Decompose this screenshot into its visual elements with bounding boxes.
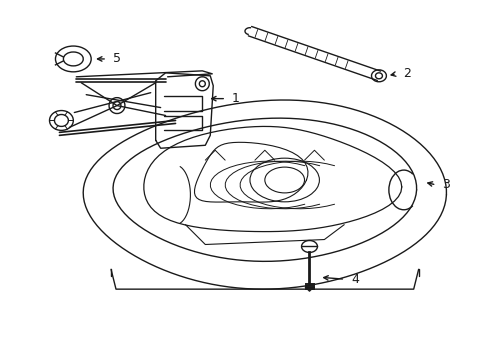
Text: 5: 5 [113,53,121,66]
Text: 3: 3 [442,179,449,192]
Text: 1: 1 [232,92,240,105]
Text: 2: 2 [402,67,410,80]
Text: 4: 4 [350,273,358,286]
